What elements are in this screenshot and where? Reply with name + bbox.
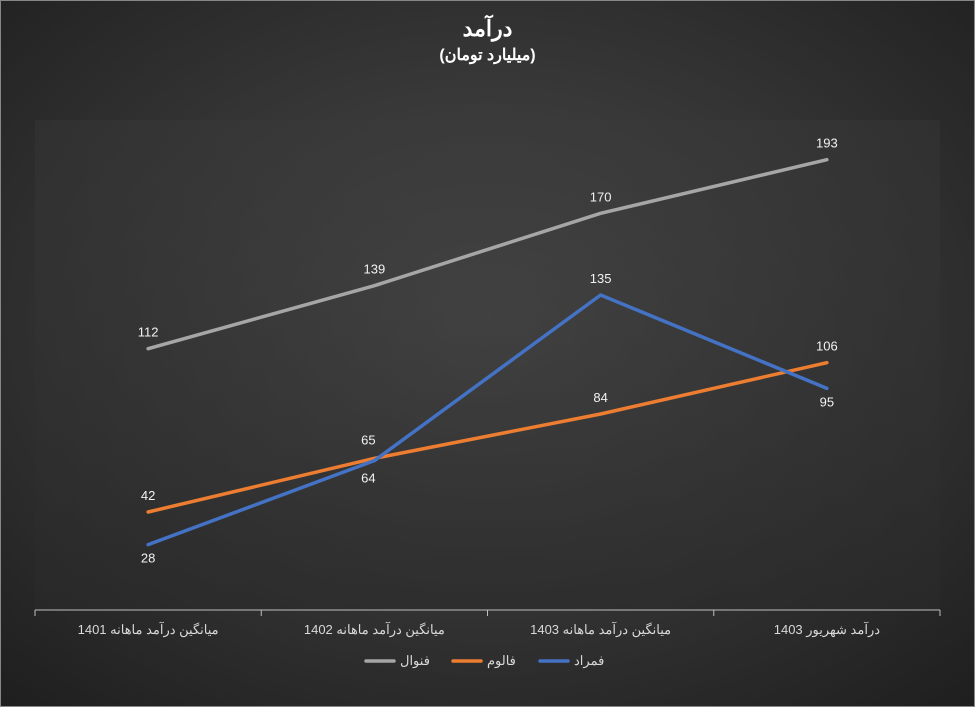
x-axis-label: درآمد شهریور 1403 [774,621,880,638]
data-label: 135 [590,271,612,286]
data-label: 193 [816,136,838,151]
data-label: 28 [141,551,155,566]
legend-label: فالوم [487,653,516,669]
x-axis-label: میانگین درآمد ماهانه 1401 [78,621,219,638]
data-label: 84 [593,390,607,405]
legend-label: فمراد [574,653,604,669]
data-label: 42 [141,488,155,503]
data-label: 65 [361,432,375,447]
data-label: 139 [364,262,386,277]
data-label: 64 [361,471,375,486]
chart-subtitle: (میلیارد تومان) [439,47,535,65]
data-label: 112 [138,325,159,340]
data-label: 95 [820,394,834,409]
x-axis-label: میانگین درآمد ماهانه 1402 [304,621,445,638]
chart-title: درآمد [463,14,513,42]
x-axis-label: میانگین درآمد ماهانه 1403 [530,621,671,638]
data-label: 106 [816,339,838,354]
data-label: 170 [590,189,612,204]
legend-label: فنوال [400,653,430,669]
revenue-line-chart: درآمد (میلیارد تومان) میانگین درآمد ماهانه… [0,0,975,707]
